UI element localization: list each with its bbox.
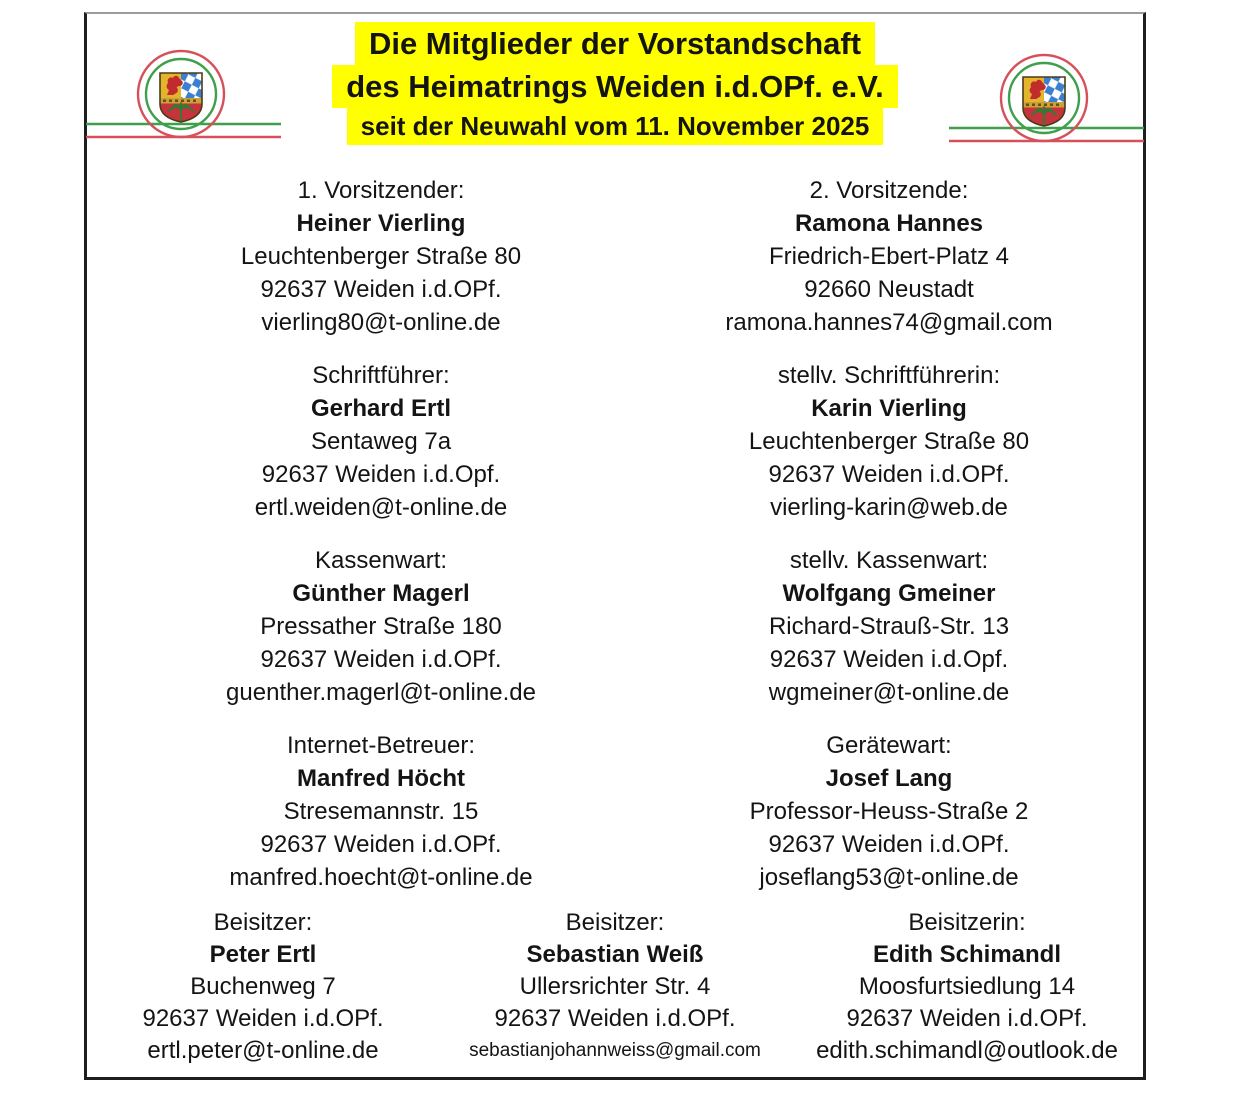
member-name: Gerhard Ertl <box>310 395 452 422</box>
member-role: Kassenwart: <box>314 547 448 574</box>
member-street: Leuchtenberger Straße 80 <box>240 243 522 270</box>
member-email: sebastianjohannweiss@gmail.com <box>469 1040 761 1061</box>
member-city: 92637 Weiden i.d.OPf. <box>846 1005 1088 1032</box>
member-city: 92637 Weiden i.d.OPf. <box>494 1005 736 1032</box>
member-street: Friedrich-Ebert-Platz 4 <box>768 243 1010 270</box>
member-name: Peter Ertl <box>209 941 317 968</box>
member-email: manfred.hoecht@t-online.de <box>229 864 533 891</box>
member-card: Kassenwart: Günther Magerl Pressather St… <box>127 544 635 709</box>
member-name: Heiner Vierling <box>296 210 466 237</box>
member-role: Gerätewart: <box>826 732 952 759</box>
member-role: stellv. Kassenwart: <box>789 547 989 574</box>
member-city: 92637 Weiden i.d.OPf. <box>768 831 1010 858</box>
member-card: Beisitzer: Peter Ertl Buchenweg 7 92637 … <box>87 907 439 1067</box>
member-name: Edith Schimandl <box>872 941 1061 968</box>
member-name: Ramona Hannes <box>794 210 984 237</box>
member-street: Buchenweg 7 <box>190 973 336 1000</box>
member-card: Beisitzer: Sebastian Weiß Ullersrichter … <box>439 907 791 1067</box>
member-city: 92660 Neustadt <box>804 276 974 303</box>
document-card: Die Mitglieder der Vorstandschaft des He… <box>84 12 1146 1080</box>
member-name: Wolfgang Gmeiner <box>782 580 996 607</box>
member-role: Internet-Betreuer: <box>286 732 476 759</box>
member-role: Beisitzer: <box>213 909 313 936</box>
member-role: Beisitzerin: <box>908 909 1026 936</box>
member-city: 92637 Weiden i.d.Opf. <box>769 646 1009 673</box>
member-role: stellv. Schriftführerin: <box>777 362 1001 389</box>
header: Die Mitglieder der Vorstandschaft des He… <box>87 14 1143 160</box>
member-email: wgmeiner@t-online.de <box>768 679 1010 706</box>
member-name: Manfred Höcht <box>297 765 465 792</box>
member-card: Schriftführer: Gerhard Ertl Sentaweg 7a … <box>127 359 635 524</box>
member-name: Karin Vierling <box>811 395 967 422</box>
member-card: 1. Vorsitzender: Heiner Vierling Leuchte… <box>127 174 635 339</box>
member-email: ertl.weiden@t-online.de <box>254 494 508 521</box>
page-title: Die Mitglieder der Vorstandschaft des He… <box>87 22 1143 145</box>
member-card: 2. Vorsitzende: Ramona Hannes Friedrich-… <box>635 174 1143 339</box>
member-role: Beisitzer: <box>565 909 665 936</box>
club-ring-crest-icon <box>949 48 1144 163</box>
member-card: Internet-Betreuer: Manfred Höcht Stresem… <box>127 729 635 894</box>
member-card: stellv. Kassenwart: Wolfgang Gmeiner Ric… <box>635 544 1143 709</box>
member-email: ramona.hannes74@gmail.com <box>725 309 1053 336</box>
member-email: joseflang53@t-online.de <box>759 864 1019 891</box>
member-street: Pressather Straße 180 <box>260 613 502 640</box>
member-role: 1. Vorsitzender: <box>297 177 465 204</box>
member-city: 92637 Weiden i.d.OPf. <box>142 1005 384 1032</box>
title-line-2-text: des Heimatrings Weiden i.d.OPf. e.V. <box>332 65 898 108</box>
member-city: 92637 Weiden i.d.OPf. <box>768 461 1010 488</box>
member-street: Sentaweg 7a <box>310 428 452 455</box>
title-line-1-text: Die Mitglieder der Vorstandschaft <box>354 22 876 65</box>
member-street: Richard-Strauß-Str. 13 <box>768 613 1010 640</box>
member-city: 92637 Weiden i.d.OPf. <box>260 646 502 673</box>
member-card: stellv. Schriftführerin: Karin Vierling … <box>635 359 1143 524</box>
member-street: Leuchtenberger Straße 80 <box>748 428 1030 455</box>
member-city: 92637 Weiden i.d.Opf. <box>261 461 501 488</box>
title-line-3: seit der Neuwahl vom 11. November 2025 <box>87 108 1143 145</box>
title-line-2: des Heimatrings Weiden i.d.OPf. e.V. <box>87 65 1143 108</box>
member-card: Beisitzerin: Edith Schimandl Moosfurtsie… <box>791 907 1143 1067</box>
member-email: vierling-karin@web.de <box>770 494 1008 521</box>
title-line-1: Die Mitglieder der Vorstandschaft <box>87 22 1143 65</box>
member-role: 2. Vorsitzende: <box>809 177 969 204</box>
member-street: Ullersrichter Str. 4 <box>519 973 711 1000</box>
member-street: Stresemannstr. 15 <box>283 798 479 825</box>
member-email: guenther.magerl@t-online.de <box>226 679 536 706</box>
member-name: Sebastian Weiß <box>526 941 704 968</box>
title-line-3-text: seit der Neuwahl vom 11. November 2025 <box>346 108 884 145</box>
member-role: Schriftführer: <box>312 362 450 389</box>
member-card: Gerätewart: Josef Lang Professor-Heuss-S… <box>635 729 1143 894</box>
members-grid: 1. Vorsitzender: Heiner Vierling Leuchte… <box>87 174 1143 894</box>
member-street: Professor-Heuss-Straße 2 <box>749 798 1029 825</box>
member-name: Günther Magerl <box>292 580 470 607</box>
member-email: ertl.peter@t-online.de <box>147 1037 379 1064</box>
member-city: 92637 Weiden i.d.OPf. <box>260 276 502 303</box>
member-name: Josef Lang <box>825 765 953 792</box>
member-street: Moosfurtsiedlung 14 <box>858 973 1076 1000</box>
beisitzer-row: Beisitzer: Peter Ertl Buchenweg 7 92637 … <box>87 907 1143 1067</box>
member-email: edith.schimandl@outlook.de <box>816 1037 1118 1064</box>
member-city: 92637 Weiden i.d.OPf. <box>260 831 502 858</box>
member-email: vierling80@t-online.de <box>261 309 501 336</box>
